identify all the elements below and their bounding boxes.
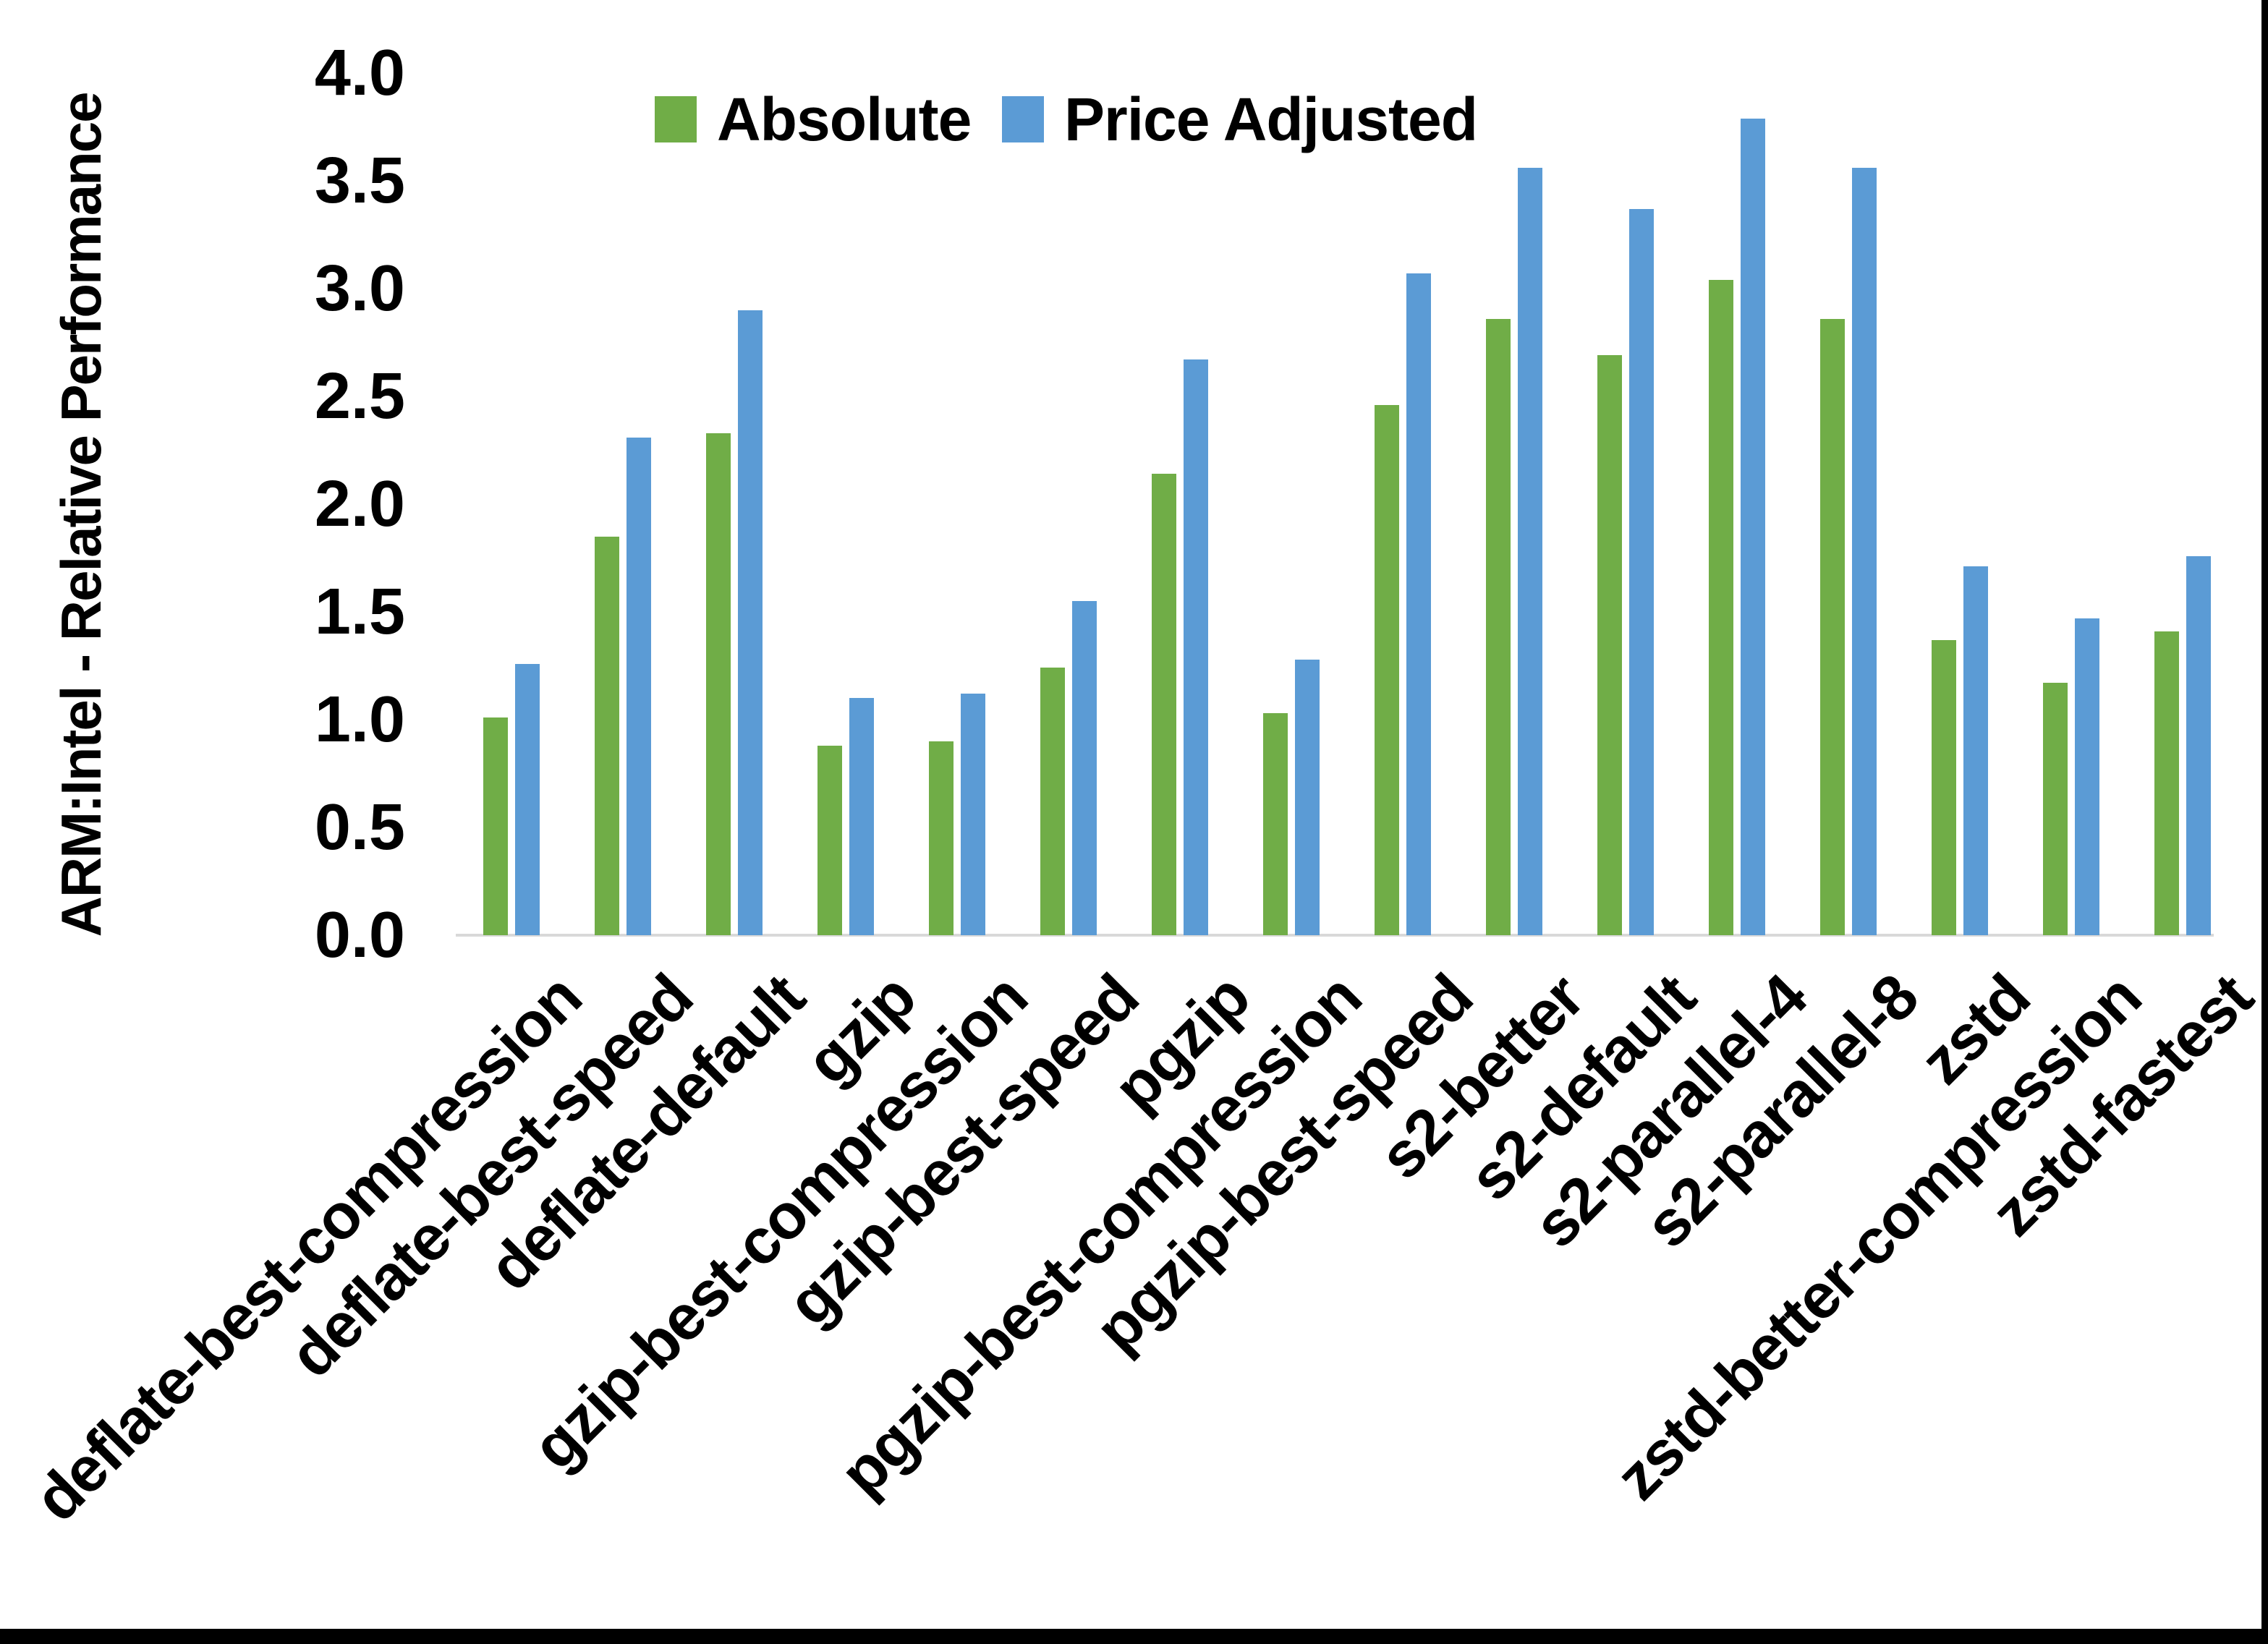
bar-absolute-deflate-default: [706, 433, 731, 935]
bar-price-adjusted-gzip-best-compression: [961, 694, 985, 935]
bar-absolute-gzip-best-compression: [929, 741, 954, 935]
y-tick-label: 2.5: [314, 360, 405, 433]
bar-absolute-s2-better: [1486, 319, 1511, 935]
legend-swatch-absolute: [655, 96, 697, 142]
bar-price-adjusted-gzip-best-speed: [1072, 601, 1097, 935]
y-tick-label: 1.5: [314, 576, 405, 648]
bar-price-adjusted-pgzip-best-speed: [1406, 273, 1431, 935]
bottom-page-border: [0, 1629, 2268, 1644]
bar-price-adjusted-zstd: [1963, 566, 1988, 935]
bar-absolute-s2-default: [1597, 355, 1622, 935]
bar-price-adjusted-pgzip: [1184, 359, 1208, 935]
bar-absolute-pgzip-best-speed: [1375, 405, 1399, 935]
bar-price-adjusted-s2-default: [1629, 209, 1654, 935]
bar-price-adjusted-deflate-default: [738, 310, 763, 935]
bar-absolute-gzip: [817, 746, 842, 935]
right-page-border: [2261, 0, 2268, 1644]
y-axis-title: ARM:Intel - Relative Performance: [49, 93, 113, 937]
y-tick-label: 1.0: [314, 683, 405, 756]
y-tick-label: 2.0: [314, 468, 405, 540]
bar-absolute-gzip-best-speed: [1040, 668, 1065, 935]
bar-absolute-s2-parallel-8: [1820, 319, 1845, 935]
bar-absolute-zstd-fastest: [2154, 631, 2179, 935]
bar-absolute-zstd: [1932, 640, 1956, 935]
legend-item-price-adjusted: Price Adjusted: [1002, 85, 1478, 153]
bar-price-adjusted-gzip: [849, 698, 874, 935]
bar-price-adjusted-s2-parallel-8: [1852, 168, 1877, 935]
legend-label-price-adjusted: Price Adjusted: [1064, 85, 1478, 153]
legend-item-absolute: Absolute: [655, 85, 972, 153]
bar-absolute-zstd-better-compression: [2043, 683, 2068, 935]
bar-price-adjusted-pgzip-best-compression: [1295, 660, 1320, 935]
legend-label-absolute: Absolute: [717, 85, 972, 153]
bar-absolute-deflate-best-compression: [483, 717, 508, 935]
bar-absolute-deflate-best-speed: [595, 537, 619, 935]
bar-price-adjusted-zstd-better-compression: [2075, 618, 2099, 935]
bar-absolute-s2-parallel-4: [1709, 280, 1733, 935]
y-tick-label: 0.0: [314, 899, 405, 971]
x-axis-line: [456, 934, 2214, 937]
bar-price-adjusted-deflate-best-compression: [515, 664, 540, 935]
legend-swatch-price-adjusted: [1002, 96, 1044, 142]
bar-absolute-pgzip: [1152, 474, 1176, 935]
bar-absolute-pgzip-best-compression: [1263, 713, 1288, 935]
bar-price-adjusted-s2-better: [1518, 168, 1542, 935]
bar-price-adjusted-zstd-fastest: [2186, 556, 2211, 935]
bar-price-adjusted-deflate-best-speed: [627, 438, 651, 935]
y-tick-label: 3.0: [314, 252, 405, 325]
bar-price-adjusted-s2-parallel-4: [1741, 119, 1765, 935]
y-tick-label: 0.5: [314, 791, 405, 864]
y-tick-label: 4.0: [314, 37, 405, 109]
y-tick-label: 3.5: [314, 145, 405, 217]
